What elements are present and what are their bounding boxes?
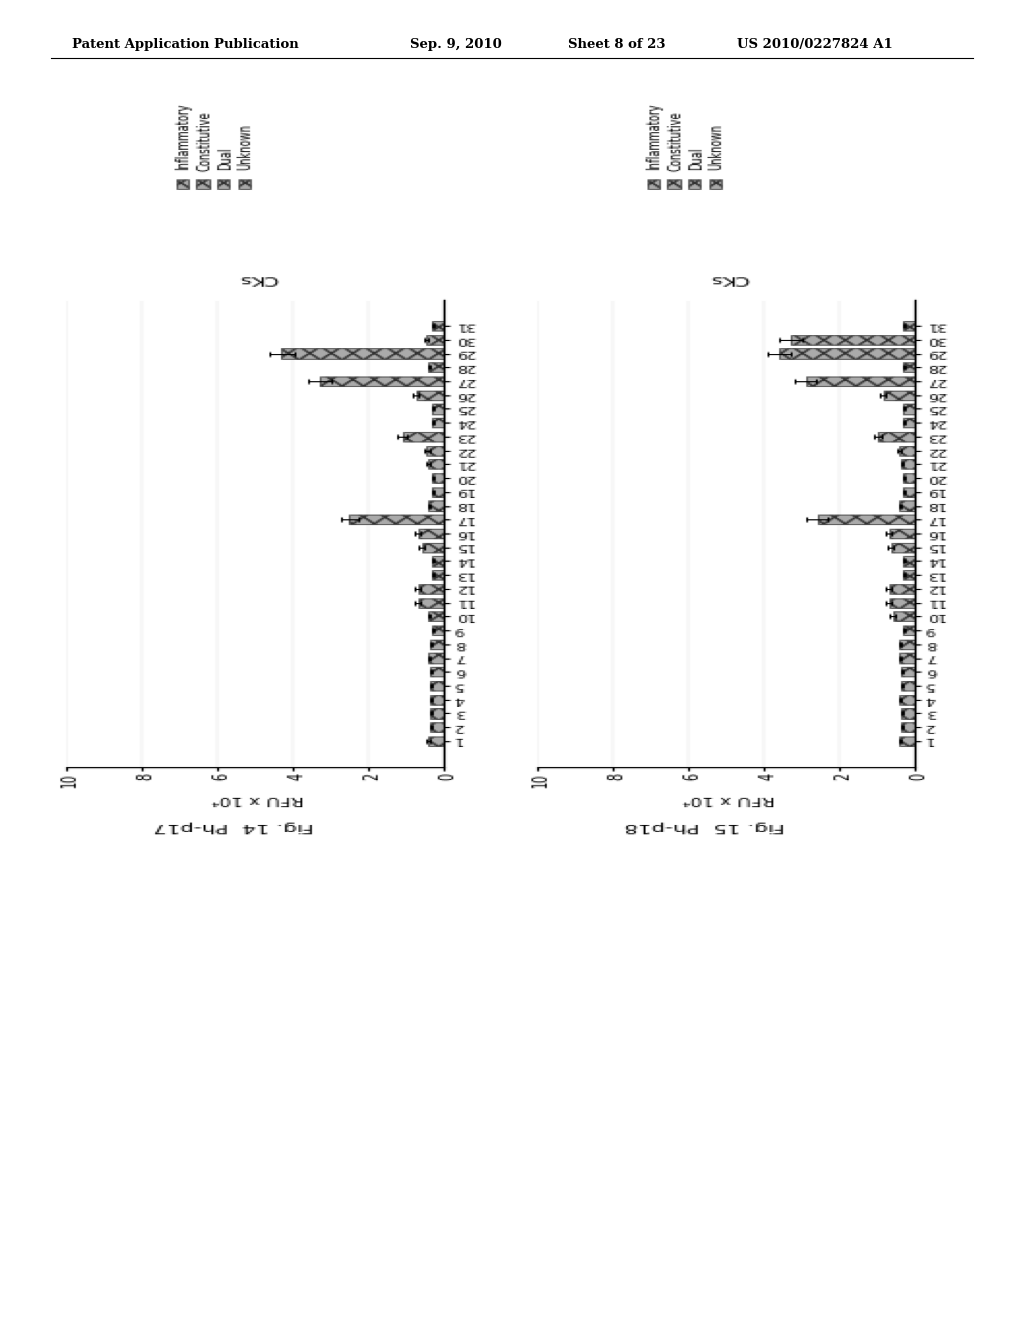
Text: US 2010/0227824 A1: US 2010/0227824 A1 — [737, 38, 893, 51]
Text: Patent Application Publication: Patent Application Publication — [72, 38, 298, 51]
Text: Sheet 8 of 23: Sheet 8 of 23 — [568, 38, 666, 51]
Text: Sep. 9, 2010: Sep. 9, 2010 — [410, 38, 502, 51]
